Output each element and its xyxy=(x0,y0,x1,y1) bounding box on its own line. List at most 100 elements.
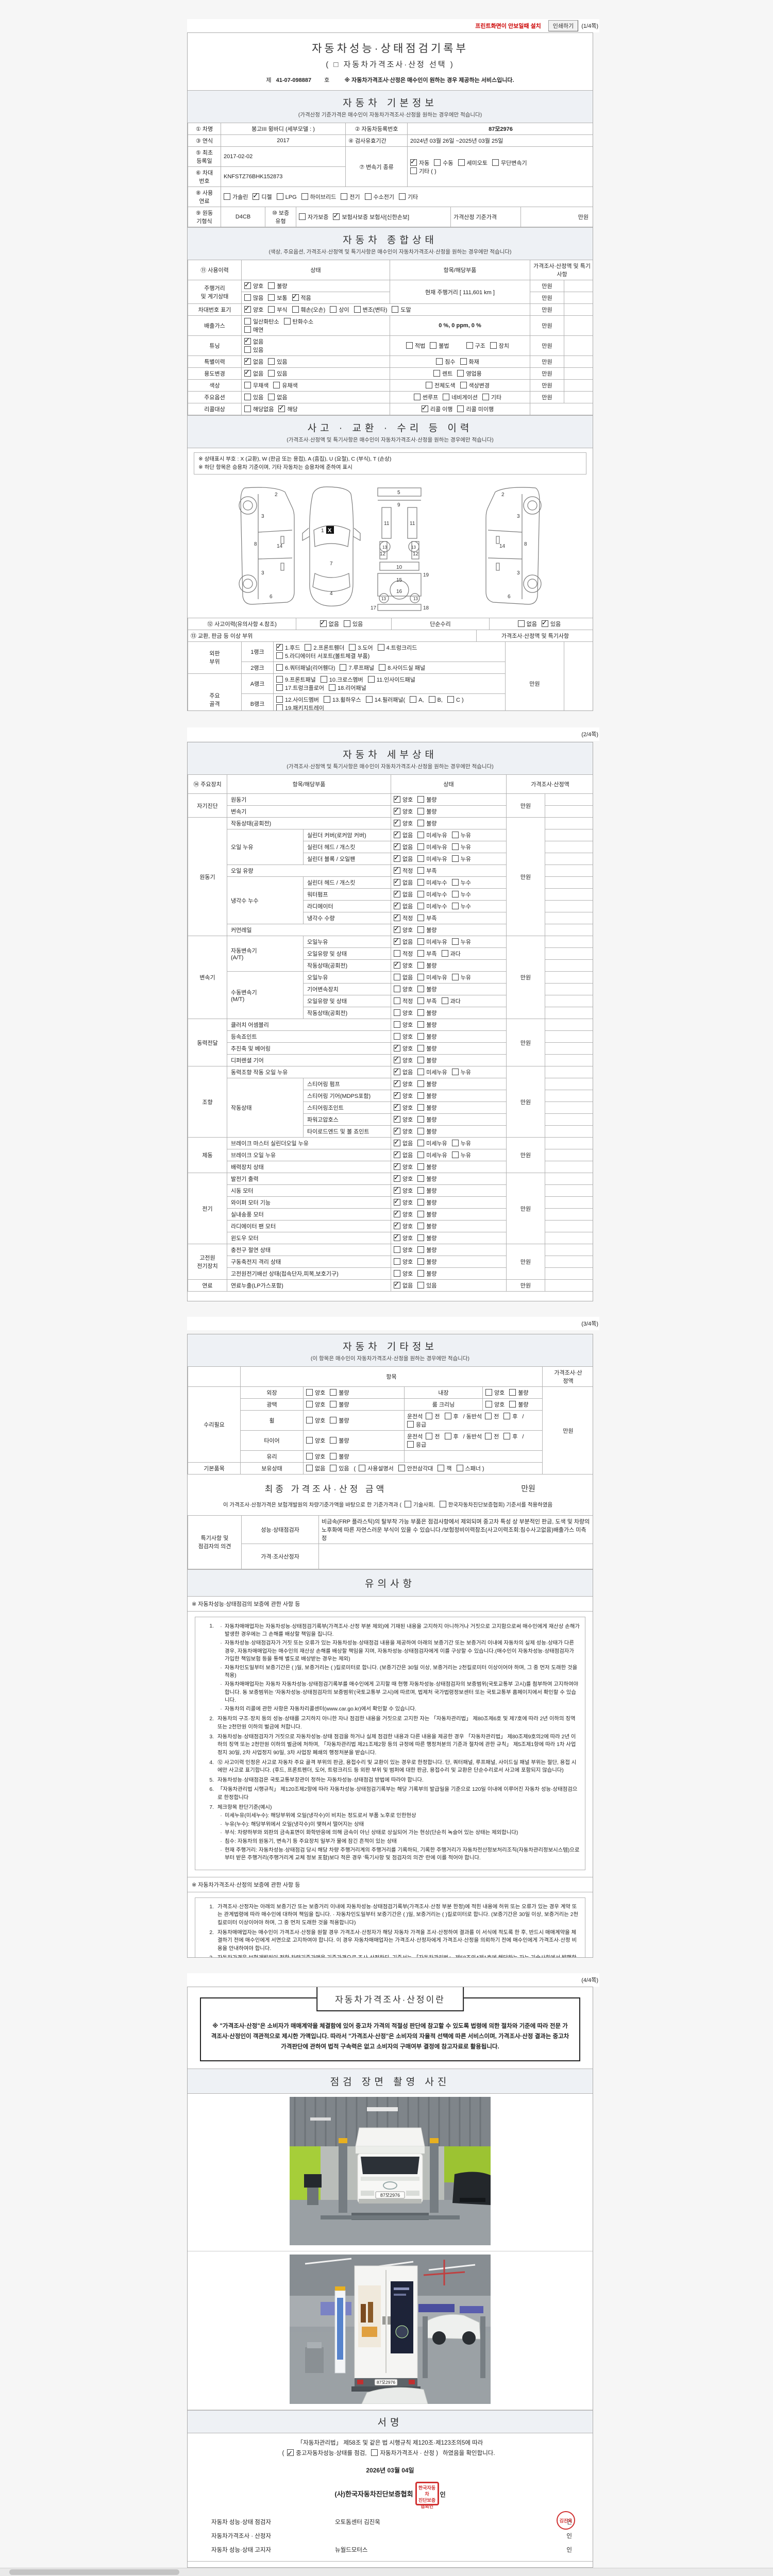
checkbox-unchecked-icon[interactable] xyxy=(329,684,336,691)
checkbox-option[interactable]: 불량 xyxy=(417,1021,437,1029)
checkbox-option[interactable]: 불량 xyxy=(417,1127,437,1136)
checkbox-unchecked-icon[interactable] xyxy=(485,1413,492,1419)
checkbox-option[interactable]: 미세누유 xyxy=(417,831,447,839)
checkbox-option[interactable]: 무단변속기 xyxy=(492,159,527,167)
checkbox-option[interactable]: 양호 xyxy=(394,1246,413,1254)
checkbox-option[interactable]: 침수 xyxy=(436,358,456,366)
checkbox-option[interactable]: 일산화탄소 xyxy=(244,317,279,326)
checkbox-unchecked-icon[interactable] xyxy=(354,306,361,313)
checkbox-unchecked-icon[interactable] xyxy=(299,213,306,220)
checkbox-unchecked-icon[interactable] xyxy=(330,1417,337,1423)
checkbox-option[interactable]: 양호 xyxy=(394,960,413,970)
checkbox-option[interactable]: 양호 xyxy=(244,304,263,314)
checkbox-option[interactable]: 하이브리드 xyxy=(301,193,336,201)
checkbox-option[interactable]: 불량 xyxy=(417,1163,437,1171)
checkbox-option[interactable]: 미세누유 xyxy=(417,1151,447,1159)
checkbox-unchecked-icon[interactable] xyxy=(323,696,330,703)
checkbox-unchecked-icon[interactable] xyxy=(444,1433,451,1439)
checkbox-option[interactable]: 리콜 미이행 xyxy=(457,405,494,413)
checkbox-unchecked-icon[interactable] xyxy=(379,664,386,671)
checkbox-checked-icon[interactable] xyxy=(421,404,428,412)
checkbox-unchecked-icon[interactable] xyxy=(417,1116,425,1123)
checkbox-unchecked-icon[interactable] xyxy=(344,620,350,627)
checkbox-unchecked-icon[interactable] xyxy=(417,1033,425,1040)
checkbox-checked-icon[interactable] xyxy=(244,368,251,377)
checkbox-unchecked-icon[interactable] xyxy=(410,167,417,174)
checkbox-option[interactable]: 미세누유 xyxy=(417,855,447,863)
checkbox-option[interactable]: 적정 xyxy=(394,866,413,875)
checkbox-unchecked-icon[interactable] xyxy=(417,1270,425,1277)
checkbox-option[interactable]: 누유 xyxy=(451,1139,471,1147)
checkbox-checked-icon[interactable] xyxy=(542,619,548,627)
checkbox-option[interactable]: 불량 xyxy=(330,1416,349,1425)
checkbox-unchecked-icon[interactable] xyxy=(426,382,433,388)
checkbox-option[interactable]: 2.프론트휀더 xyxy=(305,643,344,652)
checkbox-unchecked-icon[interactable] xyxy=(330,306,337,313)
checkbox-checked-icon[interactable] xyxy=(394,866,400,874)
checkbox-option[interactable]: 7.루프패널 xyxy=(340,664,374,672)
checkbox-unchecked-icon[interactable] xyxy=(426,1413,433,1419)
checkbox-option[interactable]: 4.트렁크리드 xyxy=(377,643,417,652)
checkbox-option[interactable]: 없음 xyxy=(320,619,339,628)
checkbox-checked-icon[interactable] xyxy=(394,925,400,933)
print-button[interactable]: 인쇄하기 xyxy=(548,20,579,31)
checkbox-unchecked-icon[interactable] xyxy=(306,1437,313,1444)
checkbox-option[interactable]: 기타 xyxy=(398,193,418,201)
checkbox-option[interactable]: 8.사이드실 패널 xyxy=(379,664,425,672)
checkbox-unchecked-icon[interactable] xyxy=(364,193,372,200)
checkbox-option[interactable]: 불량 xyxy=(417,1175,437,1183)
checkbox-option[interactable]: 없음 xyxy=(394,877,413,887)
checkbox-unchecked-icon[interactable] xyxy=(417,914,425,921)
checkbox-checked-icon[interactable] xyxy=(394,1114,400,1123)
checkbox-unchecked-icon[interactable] xyxy=(503,1433,511,1439)
checkbox-option[interactable]: 디젤 xyxy=(253,192,272,201)
checkbox-unchecked-icon[interactable] xyxy=(394,1021,400,1028)
checkbox-unchecked-icon[interactable] xyxy=(394,986,400,992)
checkbox-option[interactable]: 누유 xyxy=(451,938,471,946)
checkbox-option[interactable]: 있음 xyxy=(244,346,263,354)
checkbox-option[interactable]: 보통 xyxy=(268,294,288,302)
checkbox-option[interactable]: 미세누수 xyxy=(417,890,447,899)
checkbox-option[interactable]: 있음 xyxy=(344,620,363,628)
checkbox-unchecked-icon[interactable] xyxy=(451,832,459,838)
checkbox-unchecked-icon[interactable] xyxy=(268,370,275,377)
checkbox-option[interactable]: 불량 xyxy=(417,1258,437,1266)
checkbox-unchecked-icon[interactable] xyxy=(268,282,275,289)
checkbox-option[interactable]: 적정 xyxy=(394,997,413,1005)
checkbox-option[interactable]: 양호 xyxy=(394,794,413,804)
checkbox-option[interactable]: 유채색 xyxy=(273,381,298,389)
checkbox-checked-icon[interactable] xyxy=(394,854,400,862)
checkbox-option[interactable]: 불량 xyxy=(417,1269,437,1278)
checkbox-checked-icon[interactable] xyxy=(394,842,400,850)
checkbox-unchecked-icon[interactable] xyxy=(458,159,465,166)
checkbox-option[interactable]: 장치 xyxy=(490,342,509,350)
checkbox-option[interactable]: 없음 xyxy=(394,1150,413,1159)
checkbox-unchecked-icon[interactable] xyxy=(417,1258,425,1265)
checkbox-checked-icon[interactable] xyxy=(394,1185,400,1194)
checkbox-option[interactable]: 양호 xyxy=(394,1209,413,1218)
checkbox-unchecked-icon[interactable] xyxy=(441,950,448,957)
checkbox-option[interactable]: 후 xyxy=(444,1412,459,1420)
install-notice[interactable]: 프린트화면이 안보일때 설치 xyxy=(475,23,541,29)
checkbox-option[interactable]: 적정 xyxy=(394,950,413,958)
checkbox-option[interactable]: 부족 xyxy=(417,914,437,922)
checkbox-unchecked-icon[interactable] xyxy=(451,891,459,897)
checkbox-option[interactable]: 양호 xyxy=(306,1436,325,1445)
checkbox-unchecked-icon[interactable] xyxy=(509,1389,516,1396)
checkbox-option[interactable]: 양호 xyxy=(306,1452,325,1461)
checkbox-unchecked-icon[interactable] xyxy=(417,867,425,874)
checkbox-option[interactable]: 적정 xyxy=(394,913,413,922)
checkbox-unchecked-icon[interactable] xyxy=(451,1069,459,1075)
checkbox-unchecked-icon[interactable] xyxy=(451,938,459,945)
checkbox-option[interactable]: 양호 xyxy=(394,1009,413,1017)
checkbox-unchecked-icon[interactable] xyxy=(306,1453,313,1460)
checkbox-option[interactable]: 리콜 이행 xyxy=(421,404,452,413)
checkbox-unchecked-icon[interactable] xyxy=(417,962,425,969)
checkbox-unchecked-icon[interactable] xyxy=(359,1465,366,1471)
checkbox-option[interactable]: 9.프론트패널 xyxy=(276,675,316,684)
checkbox-option[interactable]: 중고자동차성능·상태를 점검, xyxy=(287,2448,366,2459)
checkbox-unchecked-icon[interactable] xyxy=(394,950,400,957)
checkbox-unchecked-icon[interactable] xyxy=(398,1465,405,1471)
checkbox-option[interactable]: 양호 xyxy=(394,1197,413,1207)
checkbox-option[interactable]: 불량 xyxy=(417,795,437,804)
